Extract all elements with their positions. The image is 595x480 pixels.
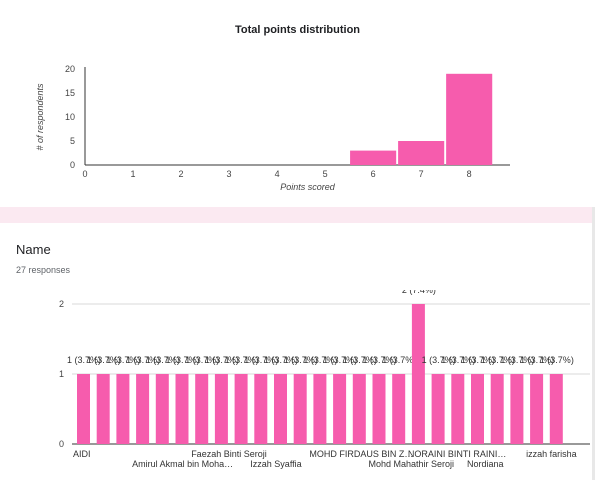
x-tick-label: Izzah Syaffia: [250, 459, 301, 469]
data-label: 1 (3.7%): [363, 355, 397, 365]
x-tick-label: izzah farisha: [526, 449, 577, 459]
y-tick-label: 20: [65, 64, 75, 74]
bar: [471, 374, 484, 444]
data-label: 1 (3.7%): [500, 355, 534, 365]
bar: [175, 374, 189, 444]
x-tick-label: 0: [82, 169, 87, 179]
x-tick-label: 2: [179, 169, 184, 179]
data-label: 1 (3.7%): [244, 355, 278, 365]
y-tick-label: 1: [59, 369, 64, 379]
bar: [234, 374, 248, 444]
bar: [510, 374, 524, 444]
data-label: 1 (3.7%): [264, 355, 298, 365]
bar: [549, 374, 563, 444]
question-title: Name: [16, 242, 51, 257]
bar: [446, 73, 493, 165]
bar: [350, 150, 397, 165]
scrollbar[interactable]: [592, 207, 595, 480]
points-distribution-chart: 0 5 10 15 20 0 1 2 3 4 5 6 7 8 Points scored # of respo…: [35, 64, 510, 192]
x-tick-label: 8: [467, 169, 472, 179]
bar: [214, 374, 228, 444]
data-label: 1 (3.7%): [284, 355, 318, 365]
data-label: 1 (3.7%): [323, 355, 357, 365]
data-label: 1 (3.7%): [481, 355, 515, 365]
bar: [398, 141, 445, 165]
bar: [333, 374, 347, 444]
y-tick-label: 10: [65, 112, 75, 122]
bar: [352, 374, 366, 444]
data-label: 1 (3.7%): [382, 355, 416, 365]
x-tick-label: NORAINI BINTI RAINI…: [408, 449, 507, 459]
y-tick-label: 15: [65, 88, 75, 98]
y-tick-label: 2: [59, 299, 64, 309]
data-label: 1 (3.7%): [343, 355, 377, 365]
x-tick-label: 7: [419, 169, 424, 179]
x-axis-label: Points scored: [280, 182, 336, 192]
data-label: 1 (3.7%): [422, 355, 456, 365]
data-label: 1 (3.7%): [87, 355, 121, 365]
bar: [155, 374, 169, 444]
data-label: 1 (3.7%): [106, 355, 140, 365]
data-label: 1 (3.7%): [126, 355, 160, 365]
data-label: 1 (3.7%): [166, 355, 200, 365]
bar: [116, 374, 130, 444]
data-label: 1 (3.7%): [461, 355, 495, 365]
y-tick-label: 5: [70, 136, 75, 146]
x-tick-label: 3: [227, 169, 232, 179]
x-tick-label: 6: [371, 169, 376, 179]
data-label: 1 (3.7%): [146, 355, 180, 365]
bar: [313, 374, 327, 444]
bar: [451, 374, 465, 444]
bar: [293, 374, 307, 444]
x-tick-label: 1: [131, 169, 136, 179]
bar: [274, 374, 287, 444]
bar: [372, 374, 386, 444]
data-label: 1 (3.7%): [303, 355, 337, 365]
data-label: 2 (7.4%): [402, 290, 436, 295]
bar: [530, 374, 544, 444]
data-label: 1 (3.7%): [520, 355, 554, 365]
data-label: 1 (3.7%): [185, 355, 219, 365]
y-tick-label: 0: [59, 439, 64, 449]
bar: [77, 374, 90, 444]
data-label: 1 (3.7%): [205, 355, 239, 365]
section-divider: [0, 207, 595, 223]
bar: [254, 374, 268, 444]
bar: [195, 374, 209, 444]
x-tick-label: 5: [323, 169, 328, 179]
bar: [431, 374, 445, 444]
data-label: 1 (3.7%): [225, 355, 259, 365]
y-axis-label: # of respondents: [35, 83, 45, 151]
points-chart-title: Total points distribution: [234, 24, 361, 36]
bar: [392, 374, 406, 444]
x-tick-label: Amirul Akmal bin Moha…: [132, 459, 233, 469]
points-distribution-card: [0, 0, 595, 206]
bar: [96, 374, 110, 444]
x-tick-label: Nordiana: [467, 459, 504, 469]
x-tick-label: AIDI: [73, 449, 91, 459]
data-label: 1 (3.7%): [540, 355, 574, 365]
response-count: 27 responses: [16, 265, 71, 275]
bar: [136, 374, 150, 444]
bar: [411, 304, 425, 444]
bar: [490, 374, 504, 444]
data-label: 1 (3.7%): [441, 355, 475, 365]
y-tick-label: 0: [70, 160, 75, 170]
x-tick-label: 4: [275, 169, 280, 179]
x-tick-label: Mohd Mahathir Seroji: [369, 459, 455, 469]
data-label: 1 (3.7%): [67, 355, 101, 365]
x-tick-label: Faezah Binti Seroji: [191, 449, 267, 459]
x-tick-label: MOHD FIRDAUS BIN Z…: [309, 449, 413, 459]
